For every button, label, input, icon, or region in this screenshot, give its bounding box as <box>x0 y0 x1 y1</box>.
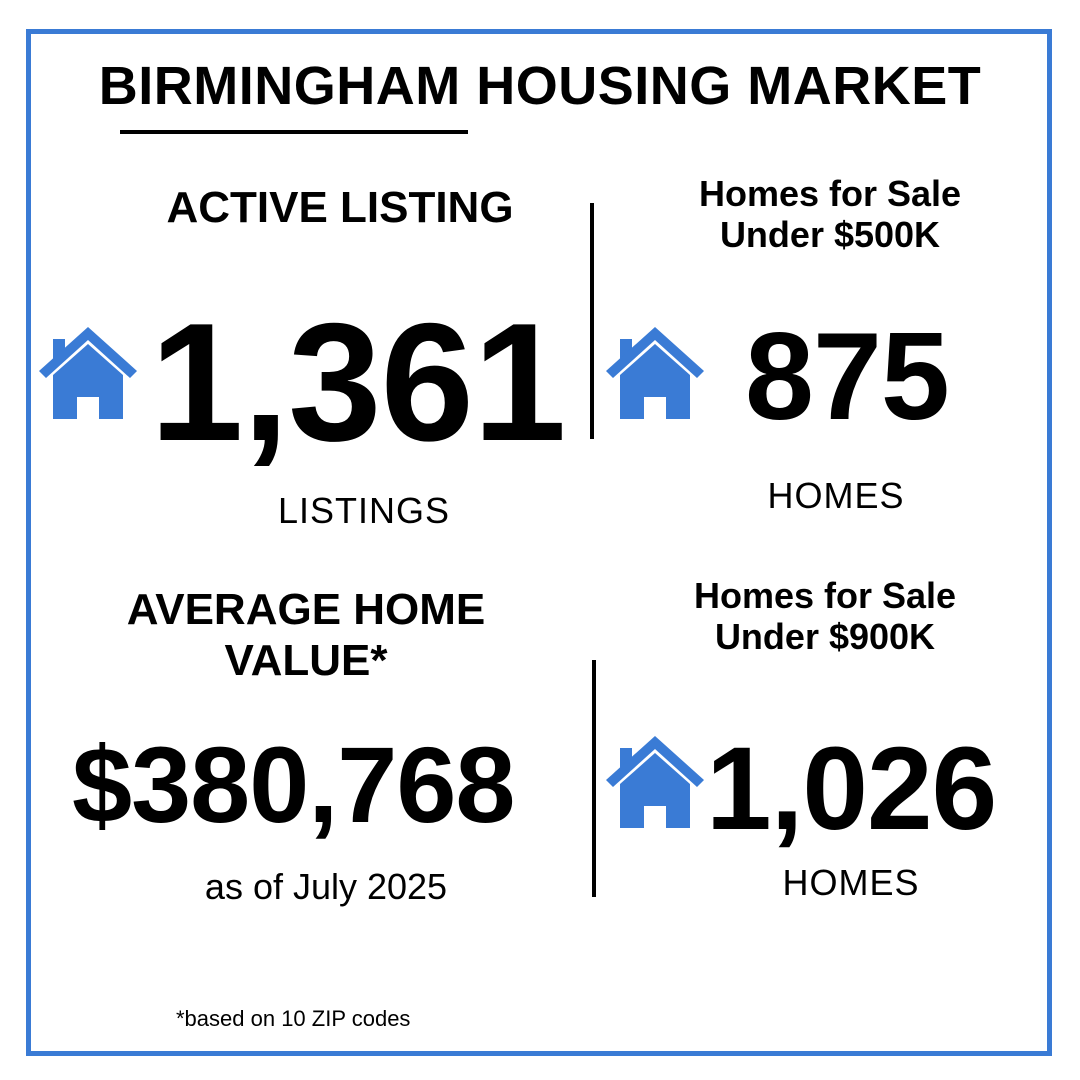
under-500k-heading-line2: Under $500K <box>719 214 941 256</box>
under-500k-heading: Homes for Sale Under $500K <box>620 173 1040 256</box>
house-icon <box>606 327 704 419</box>
under-900k-unit: HOMES <box>782 862 920 903</box>
under-900k-heading-line2: Under $900K <box>714 616 936 658</box>
footnote: *based on 10 ZIP codes <box>176 1006 411 1031</box>
divider-top <box>590 203 594 439</box>
active-listing-unit: LISTINGS <box>277 490 451 531</box>
active-listing-heading: ACTIVE LISTING <box>166 183 514 232</box>
avg-home-value: $380,768 <box>72 724 515 845</box>
avg-home-value-heading-line1: AVERAGE HOME <box>126 585 486 634</box>
page-title: BIRMINGHAM HOUSING MARKET <box>98 56 982 116</box>
divider-bottom <box>592 660 596 897</box>
avg-home-value-date: as of July 2025 <box>204 866 448 907</box>
active-listing-value: 1,361 <box>150 288 566 476</box>
under-500k-unit: HOMES <box>767 475 905 516</box>
under-900k-heading-line1: Homes for Sale <box>693 575 957 616</box>
title-underline <box>120 130 468 134</box>
under-900k-heading: Homes for Sale Under $900K <box>620 575 1030 658</box>
avg-home-value-heading-line2: VALUE* <box>224 635 388 685</box>
page-frame <box>26 29 1052 1056</box>
avg-home-value-heading: AVERAGE HOME VALUE* <box>66 585 546 686</box>
house-icon <box>39 327 137 419</box>
under-500k-heading-line1: Homes for Sale <box>698 173 962 214</box>
under-500k-value: 875 <box>745 308 950 446</box>
under-900k-value: 1,026 <box>706 723 997 855</box>
house-icon <box>606 736 704 828</box>
